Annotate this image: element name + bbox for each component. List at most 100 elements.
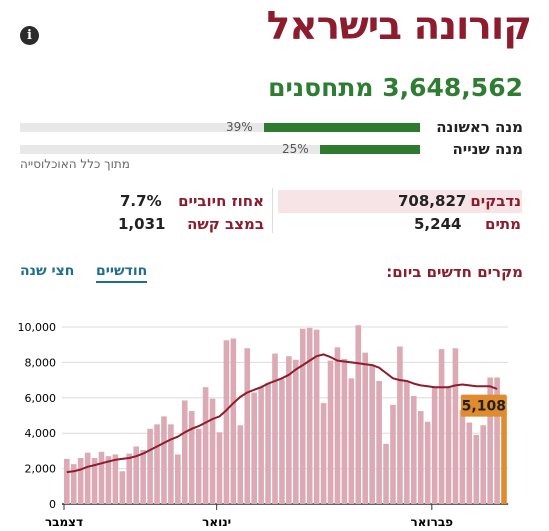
chart-bar (230, 338, 237, 504)
deaths-value: 5,244 (414, 215, 462, 233)
chart-bar (313, 329, 320, 504)
confirmed-label: נדבקים (470, 192, 521, 210)
severe-value: 1,031 (118, 215, 166, 233)
chart-bar (84, 452, 91, 504)
chart-heading: מקרים חדשים ביום: (386, 263, 523, 281)
dose1-progress-bar (20, 123, 420, 132)
chart-bar (154, 424, 160, 504)
chart-bar (279, 379, 285, 504)
chart-bar-highlight (501, 413, 507, 504)
chart-bar (293, 359, 299, 504)
dose1-percent: 39% (226, 120, 253, 134)
chart-bar (112, 454, 119, 504)
confirmed-value: 708,827 (398, 192, 467, 210)
vaccinated-summary: 3,648,562 מתחסנים (268, 73, 523, 102)
chart-bar (64, 458, 70, 504)
dose1-progress-fill (264, 123, 420, 132)
chart-bar (77, 457, 84, 504)
chart-bar (459, 410, 466, 504)
chart-bar (473, 434, 480, 504)
chart-bar (299, 328, 306, 504)
chart-bar (258, 387, 264, 504)
chart-bar (411, 396, 417, 504)
vaccinated-label: מתחסנים (268, 73, 374, 102)
dose2-label: מנה שנייה (452, 140, 524, 158)
page-title: קורונה בישראל (266, 4, 532, 49)
highlight-value: 5,108 (462, 399, 506, 415)
confirmed-highlight (278, 190, 522, 213)
tab-two-months[interactable]: חודשיים (96, 263, 148, 283)
chart-bar (244, 348, 251, 504)
info-icon[interactable]: i (20, 26, 39, 45)
chart-bar (320, 403, 327, 504)
chart-bar (265, 382, 271, 504)
chart-bar (355, 325, 362, 504)
chart-bar (175, 454, 181, 504)
chart-bar (417, 411, 424, 504)
y-tick-label: 4,000 (25, 427, 57, 440)
chart-bar (181, 400, 188, 504)
chart-bar (383, 443, 389, 504)
chart-bar (202, 387, 209, 504)
chart-bar (376, 380, 382, 504)
chart-bars (64, 325, 507, 504)
chart-bar (494, 377, 500, 504)
y-tick-label: 10,000 (18, 321, 57, 334)
x-tick-label: פברואר (411, 515, 454, 529)
chart-bar (195, 428, 202, 504)
chart-bar (341, 358, 348, 504)
x-tick-label: דצמבר (45, 515, 83, 529)
chart-bar (480, 425, 486, 504)
chart-moving-average (66, 353, 498, 474)
chart-bar (209, 398, 216, 504)
moving-average-line (66, 353, 498, 474)
chart-bar (119, 471, 126, 504)
chart-bar (147, 428, 153, 504)
dose2-progress-bar (20, 145, 420, 154)
chart-bar (272, 353, 278, 504)
chart-bar (70, 464, 77, 504)
chart-bar (223, 340, 230, 504)
y-tick-label: 8,000 (25, 356, 57, 369)
chart-bar (216, 432, 223, 504)
chart-bar (424, 421, 431, 504)
chart-bar (105, 456, 112, 504)
chart-x-axis: דצמבר ינואר פברואר (45, 504, 453, 529)
positive-rate-label: אחוז חיוביים (178, 192, 264, 210)
chart-bar (487, 377, 493, 504)
dose1-label: מנה ראשונה (436, 118, 523, 136)
chart-bar (431, 387, 438, 504)
chart-bar (466, 422, 473, 504)
chart-bar (452, 348, 459, 504)
highlight-badge (460, 394, 507, 417)
chart-y-axis: 0 2,000 4,000 6,000 8,000 10,000 (18, 321, 57, 511)
vaccinated-count: 3,648,562 (382, 73, 523, 102)
chart-bar (188, 411, 195, 504)
chart-bar (140, 450, 146, 504)
daily-cases-chart: 0 2,000 4,000 6,000 8,000 10,000 דצמבר ינואר פב… (18, 321, 509, 529)
chart-bar (91, 457, 98, 504)
y-tick-label: 2,000 (25, 463, 57, 476)
deaths-label: מתים (485, 215, 521, 233)
chart-bar (286, 356, 292, 504)
tab-half-year[interactable]: חצי שנה (20, 263, 75, 279)
chart-bar (237, 425, 244, 504)
dose2-percent: 25% (282, 142, 309, 156)
y-tick-label: 6,000 (25, 392, 57, 405)
positive-rate-value: 7.7% (120, 192, 162, 210)
chart-bar (362, 352, 369, 504)
chart-bar (445, 387, 452, 504)
chart-bar (168, 424, 174, 504)
chart-bar (327, 360, 334, 504)
chart-bar (404, 380, 410, 504)
chart-bar (161, 416, 167, 504)
x-tick-label: ינואר (202, 515, 231, 529)
severe-label: במצב קשה (187, 215, 264, 233)
y-tick-label: 0 (49, 498, 56, 511)
chart-bar (334, 347, 341, 504)
chart-bar (126, 453, 133, 504)
chart-bar (348, 378, 355, 504)
chart-bar (369, 365, 375, 504)
population-note: מתוך כלל האוכלוסייה (20, 157, 130, 171)
dose2-progress-fill (320, 145, 420, 154)
